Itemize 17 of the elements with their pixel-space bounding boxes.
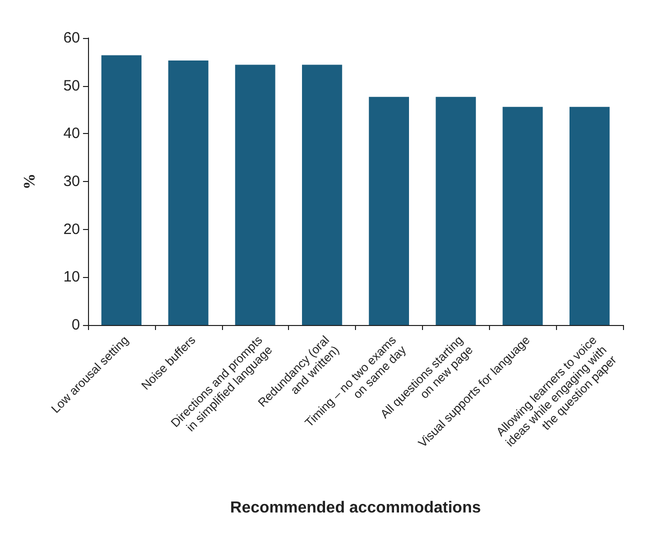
y-tick-label: 30 bbox=[63, 173, 80, 190]
bar bbox=[101, 55, 142, 325]
y-tick-label: 20 bbox=[63, 220, 80, 238]
bar bbox=[436, 96, 476, 325]
bar bbox=[235, 64, 276, 325]
bar bbox=[368, 96, 409, 325]
bar bbox=[302, 64, 342, 325]
y-tick-label: 60 bbox=[63, 30, 80, 46]
bar bbox=[570, 106, 610, 325]
x-axis-title: Recommended accommodations bbox=[230, 500, 481, 516]
bar bbox=[502, 106, 543, 325]
y-axis-title: % bbox=[22, 174, 38, 190]
y-tick-label: 50 bbox=[63, 77, 80, 94]
bar bbox=[168, 60, 208, 325]
y-tick-label: 10 bbox=[63, 268, 80, 286]
y-tick-label: 40 bbox=[63, 125, 80, 142]
y-tick-label: 0 bbox=[72, 316, 80, 334]
